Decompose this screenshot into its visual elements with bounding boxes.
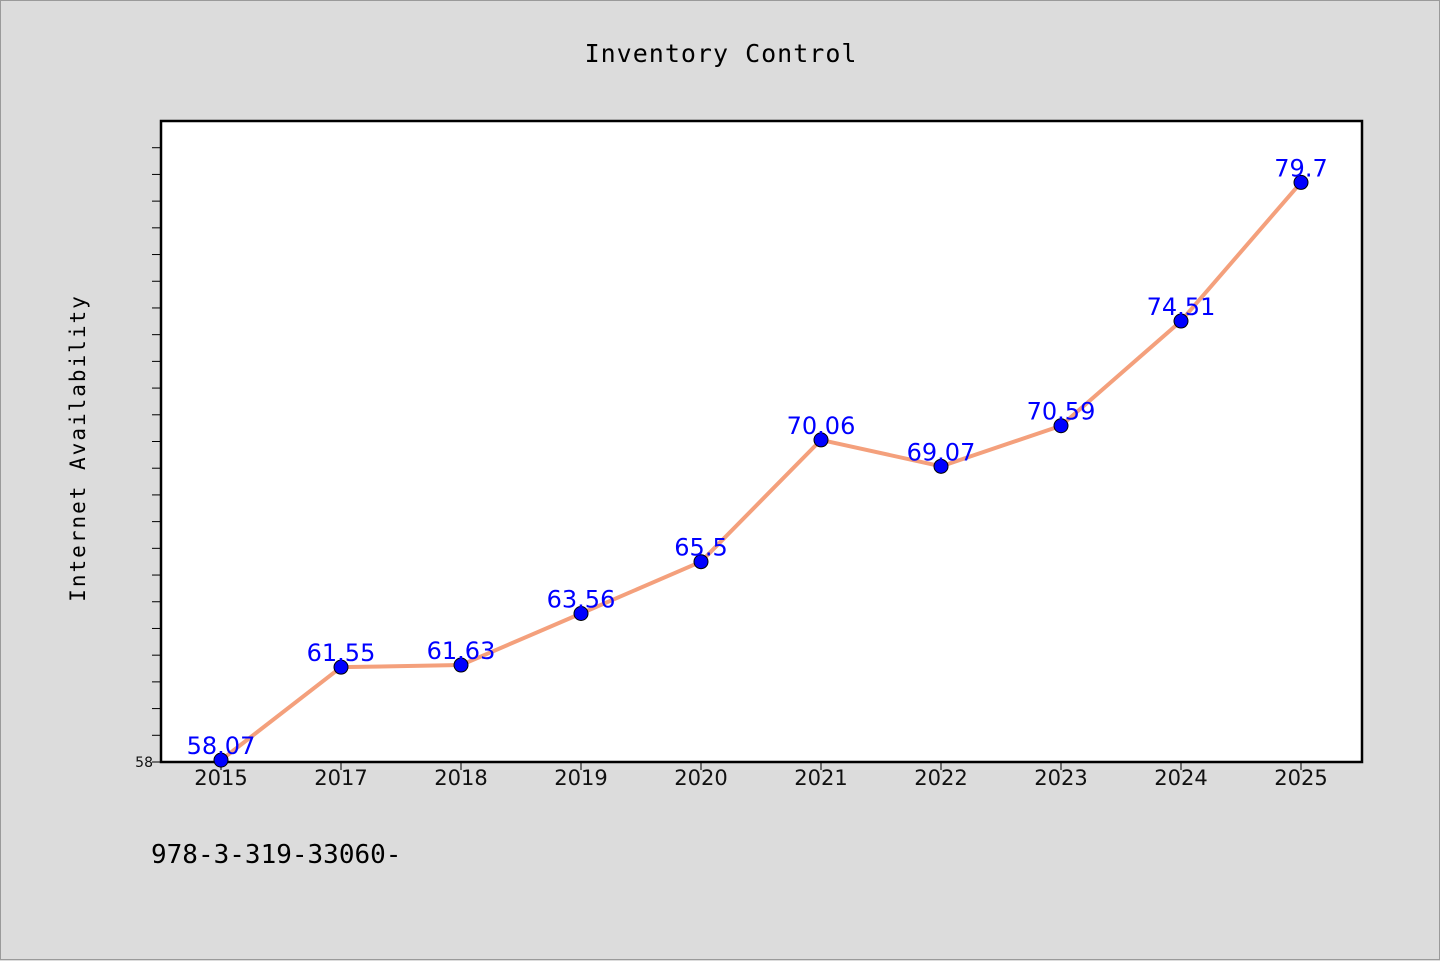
data-label: 70.59 [1027,398,1096,426]
data-point [213,752,229,768]
x-tick-label: 2017 [314,766,367,790]
data-point [933,458,949,474]
x-tick-label: 2015 [194,766,247,790]
data-point [1053,418,1069,434]
data-label: 69.07 [907,438,976,466]
y-axis-ticks: 58 [135,147,161,771]
footnote-text: 978-3-319-33060- [151,840,401,870]
x-tick-label: 2024 [1154,766,1207,790]
y-tick-label: 58 [135,755,153,771]
data-label: 65.5 [674,534,727,562]
data-point [1293,174,1309,190]
series-line [219,181,1303,762]
data-point [333,659,349,675]
x-tick-label: 2019 [554,766,607,790]
data-point [813,432,829,448]
x-tick-label: 2022 [914,766,967,790]
data-labels: 58.07 61.55 61.63 63.56 65.5 70.06 69.07 70.59 7… [187,154,1328,760]
chart-title: Inventory Control [585,39,858,68]
data-label: 58.07 [187,732,256,760]
x-tick-label: 2025 [1274,766,1327,790]
x-axis-ticks: 2015 2017 2018 2019 2020 2021 2022 2023 2024 2025 [194,762,1328,790]
y-axis-label: Internet Availability [66,294,90,602]
x-tick-label: 2018 [434,766,487,790]
data-point [1173,313,1189,329]
plot-area [159,119,1364,764]
x-tick-label: 2021 [794,766,847,790]
series-group [213,174,1309,768]
data-point [573,606,589,622]
data-label: 61.55 [307,639,376,667]
data-label: 74.51 [1147,293,1216,321]
data-label: 63.56 [547,586,616,614]
data-label: 61.63 [427,637,496,665]
data-label: 70.06 [787,412,856,440]
x-tick-label: 2023 [1034,766,1087,790]
data-point [453,657,469,673]
data-label: 79.7 [1274,154,1327,182]
x-tick-label: 2020 [674,766,727,790]
data-point [693,554,709,570]
